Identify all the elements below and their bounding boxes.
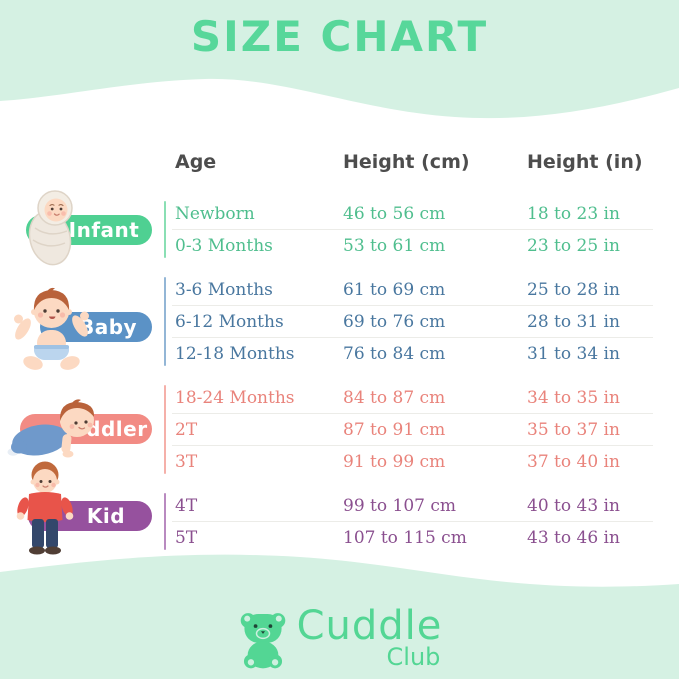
table-row: 0-3 Months 53 to 61 cm 23 to 25 in	[0, 230, 679, 262]
column-header-age: Age	[175, 151, 217, 173]
brand-name: Cuddle	[296, 603, 443, 649]
table-row: 3T 91 to 99 cm 37 to 40 in	[0, 446, 679, 478]
table-row: 2T 87 to 91 cm 35 to 37 in	[0, 414, 679, 446]
cell-height-in: 37 to 40 in	[527, 452, 620, 472]
cell-age: 12-18 Months	[175, 344, 295, 364]
page-title: SIZE CHART	[190, 12, 489, 61]
cell-age: 3T	[175, 452, 198, 472]
table-row: 18-24 Months 84 to 87 cm 34 to 35 in	[0, 382, 679, 414]
group-divider-line	[164, 493, 166, 550]
brand-subname: Club	[386, 643, 441, 671]
size-group-toddler: Toddler 18-24 Months 84 to 87 cm 34 to 35 i…	[0, 382, 679, 478]
cell-height-in: 34 to 35 in	[527, 388, 620, 408]
table-row: 12-18 Months 76 to 84 cm 31 to 34 in	[0, 338, 679, 370]
cell-height-cm: 61 to 69 cm	[343, 280, 446, 300]
group-rows: 4T 99 to 107 cm 40 to 43 in 5T 107 to 115 cm…	[0, 490, 679, 554]
cell-height-cm: 69 to 76 cm	[343, 312, 446, 332]
cell-height-cm: 53 to 61 cm	[343, 236, 446, 256]
cell-height-in: 31 to 34 in	[527, 344, 620, 364]
size-group-infant: Infant Newborn 46 to 56 cm 18 to 23 in 0-3 M…	[0, 190, 679, 266]
cell-height-in: 25 to 28 in	[527, 280, 620, 300]
table-row: 4T 99 to 107 cm 40 to 43 in	[0, 490, 679, 522]
group-pill-label: Kid	[86, 504, 126, 528]
standing-kid-illustration	[14, 460, 76, 558]
group-divider-line	[164, 277, 166, 366]
swaddled-infant-illustration	[16, 186, 94, 270]
brand-text: Cuddle Club	[297, 604, 443, 671]
crawling-toddler-illustration	[6, 390, 110, 464]
cell-age: 6-12 Months	[175, 312, 284, 332]
cell-height-cm: 46 to 56 cm	[343, 204, 446, 224]
size-group-kid: Kid 4T 99 to 107 cm 40 to 43 in 5T 107 to 115…	[0, 461, 679, 555]
group-rows: 3-6 Months 61 to 69 cm 25 to 28 in 6-12 Mon…	[0, 274, 679, 370]
cell-age: 5T	[175, 528, 198, 548]
table-row: 6-12 Months 69 to 76 cm 28 to 31 in	[0, 306, 679, 338]
cell-age: 4T	[175, 496, 198, 516]
size-table: Infant Newborn 46 to 56 cm 18 to 23 in 0-3 M…	[0, 190, 679, 566]
column-header-height-cm: Height (cm)	[343, 151, 470, 173]
cell-height-cm: 99 to 107 cm	[343, 496, 456, 516]
column-header-height-in: Height (in)	[527, 151, 643, 173]
table-row: 3-6 Months 61 to 69 cm 25 to 28 in	[0, 274, 679, 306]
cell-height-in: 28 to 31 in	[527, 312, 620, 332]
cell-height-cm: 91 to 99 cm	[343, 452, 446, 472]
cell-height-in: 43 to 46 in	[527, 528, 620, 548]
cell-height-in: 35 to 37 in	[527, 420, 620, 440]
group-rows: 18-24 Months 84 to 87 cm 34 to 35 in 2T 87 t…	[0, 382, 679, 478]
group-pill-label: Baby	[78, 315, 138, 339]
sitting-baby-illustration	[10, 282, 94, 374]
cell-height-in: 40 to 43 in	[527, 496, 620, 516]
cell-age: Newborn	[175, 204, 255, 224]
brand-footer: Cuddle Club	[0, 604, 679, 671]
cell-height-in: 18 to 23 in	[527, 204, 620, 224]
cell-height-cm: 107 to 115 cm	[343, 528, 467, 548]
group-divider-line	[164, 385, 166, 474]
cell-age: 3-6 Months	[175, 280, 273, 300]
cell-height-in: 23 to 25 in	[527, 236, 620, 256]
cell-age: 0-3 Months	[175, 236, 273, 256]
group-divider-line	[164, 201, 166, 258]
cell-height-cm: 87 to 91 cm	[343, 420, 446, 440]
teddy-bear-icon	[240, 613, 285, 669]
size-group-baby: Baby 3-6 Months 61 to 69 cm 25 to 28 in 6-12…	[0, 274, 679, 370]
table-row: Newborn 46 to 56 cm 18 to 23 in	[0, 198, 679, 230]
group-pill-label: Infant	[68, 218, 140, 242]
table-row: 5T 107 to 115 cm 43 to 46 in	[0, 522, 679, 554]
cell-height-cm: 84 to 87 cm	[343, 388, 446, 408]
cell-height-cm: 76 to 84 cm	[343, 344, 446, 364]
table-header: Age Height (cm) Height (in)	[0, 146, 679, 178]
cell-age: 2T	[175, 420, 198, 440]
group-rows: Newborn 46 to 56 cm 18 to 23 in 0-3 Months 5…	[0, 198, 679, 262]
cell-age: 18-24 Months	[175, 388, 295, 408]
